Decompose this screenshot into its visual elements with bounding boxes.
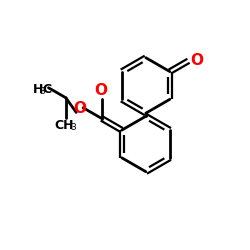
Text: 3: 3 [71, 123, 76, 132]
Text: O: O [74, 101, 86, 116]
Text: O: O [94, 83, 107, 98]
Text: 3: 3 [40, 87, 45, 96]
Text: O: O [190, 53, 203, 68]
Text: CH: CH [54, 119, 74, 132]
Text: C: C [42, 83, 51, 96]
Text: H: H [32, 83, 43, 96]
